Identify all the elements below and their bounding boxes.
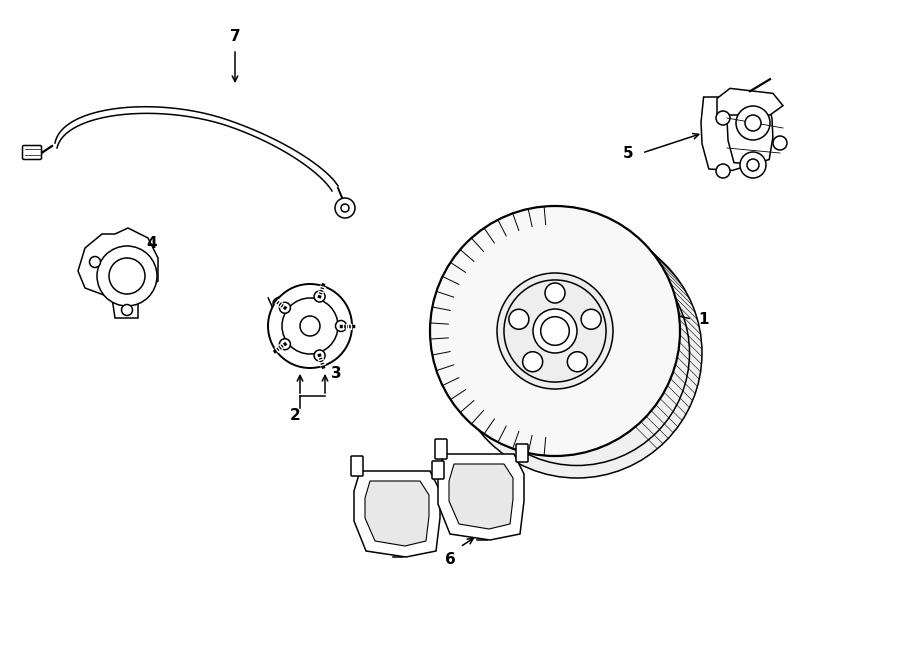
Circle shape [452,228,702,478]
Circle shape [314,291,325,302]
Circle shape [736,106,770,140]
Circle shape [268,284,352,368]
Circle shape [279,338,291,350]
Ellipse shape [273,293,331,313]
Text: 6: 6 [445,551,455,566]
Ellipse shape [280,316,340,336]
Text: 1: 1 [698,311,708,327]
Circle shape [497,273,613,389]
FancyBboxPatch shape [516,444,528,462]
FancyBboxPatch shape [22,145,41,159]
Circle shape [545,283,565,303]
Circle shape [581,309,601,329]
Circle shape [740,152,766,178]
FancyBboxPatch shape [351,456,363,476]
Circle shape [567,352,588,371]
Polygon shape [78,228,158,318]
Circle shape [716,111,730,125]
Text: 3: 3 [331,366,342,381]
Text: 7: 7 [230,28,240,44]
Circle shape [464,241,689,465]
Circle shape [430,206,680,456]
Circle shape [282,298,338,354]
Circle shape [541,317,570,345]
Polygon shape [365,481,429,546]
Circle shape [533,309,577,353]
Polygon shape [438,454,524,540]
Circle shape [335,198,355,218]
Circle shape [89,256,101,268]
Text: 2: 2 [290,408,301,424]
Circle shape [341,204,349,212]
Circle shape [109,258,145,294]
Circle shape [122,305,132,315]
Circle shape [279,302,291,313]
Polygon shape [727,99,773,164]
Circle shape [336,321,346,332]
Polygon shape [717,89,783,115]
Polygon shape [701,97,753,171]
Circle shape [314,350,325,361]
FancyBboxPatch shape [435,439,447,459]
Text: 4: 4 [147,235,158,251]
Circle shape [745,115,761,131]
Circle shape [508,309,529,329]
Polygon shape [354,471,440,557]
Circle shape [504,280,606,382]
FancyBboxPatch shape [432,461,444,479]
Polygon shape [449,464,513,529]
Circle shape [523,352,543,371]
Circle shape [773,136,787,150]
Circle shape [300,316,320,336]
Circle shape [97,246,157,306]
Circle shape [747,159,759,171]
Text: 5: 5 [623,145,634,161]
Circle shape [716,164,730,178]
